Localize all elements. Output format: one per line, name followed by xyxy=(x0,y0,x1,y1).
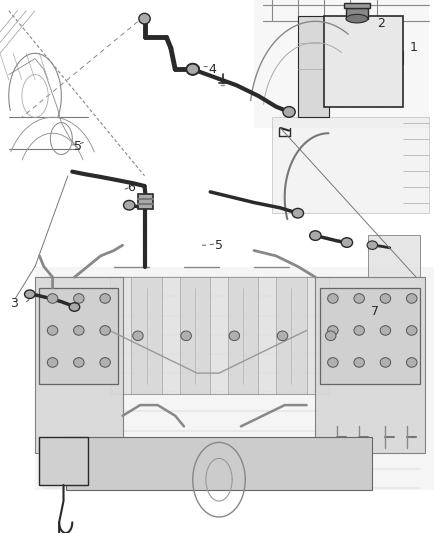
Ellipse shape xyxy=(47,294,58,303)
Ellipse shape xyxy=(100,358,110,367)
Polygon shape xyxy=(315,277,425,453)
Polygon shape xyxy=(228,277,258,394)
Ellipse shape xyxy=(367,241,378,249)
Polygon shape xyxy=(368,235,420,277)
Text: 6: 6 xyxy=(127,181,135,194)
Ellipse shape xyxy=(74,294,84,303)
Ellipse shape xyxy=(47,358,58,367)
Ellipse shape xyxy=(354,358,364,367)
Ellipse shape xyxy=(283,107,295,117)
Ellipse shape xyxy=(69,303,80,311)
Ellipse shape xyxy=(139,13,150,24)
Ellipse shape xyxy=(133,331,143,341)
Ellipse shape xyxy=(124,200,135,210)
Polygon shape xyxy=(35,277,123,453)
Ellipse shape xyxy=(277,331,288,341)
Ellipse shape xyxy=(186,63,199,75)
Ellipse shape xyxy=(354,294,364,303)
Polygon shape xyxy=(131,277,162,394)
Ellipse shape xyxy=(341,238,353,247)
Ellipse shape xyxy=(292,208,304,218)
Ellipse shape xyxy=(380,358,391,367)
Ellipse shape xyxy=(100,294,110,303)
Polygon shape xyxy=(320,288,420,384)
Polygon shape xyxy=(180,277,210,394)
Ellipse shape xyxy=(328,358,338,367)
Polygon shape xyxy=(344,3,370,8)
Ellipse shape xyxy=(310,231,321,240)
Text: 5: 5 xyxy=(215,239,223,252)
Text: 3: 3 xyxy=(10,297,18,310)
Ellipse shape xyxy=(346,14,368,23)
Polygon shape xyxy=(110,277,328,394)
Polygon shape xyxy=(346,8,368,19)
Polygon shape xyxy=(138,194,153,209)
Ellipse shape xyxy=(25,290,35,298)
Polygon shape xyxy=(39,288,118,384)
Ellipse shape xyxy=(229,331,240,341)
Ellipse shape xyxy=(406,326,417,335)
Ellipse shape xyxy=(47,326,58,335)
Polygon shape xyxy=(272,117,429,213)
Text: 4: 4 xyxy=(208,63,216,76)
Ellipse shape xyxy=(380,294,391,303)
Ellipse shape xyxy=(328,326,338,335)
Text: 7: 7 xyxy=(371,305,379,318)
Polygon shape xyxy=(298,16,328,117)
Polygon shape xyxy=(276,277,307,394)
Ellipse shape xyxy=(380,326,391,335)
Ellipse shape xyxy=(100,326,110,335)
Text: 2: 2 xyxy=(377,18,385,30)
Ellipse shape xyxy=(74,326,84,335)
Ellipse shape xyxy=(325,331,336,341)
Ellipse shape xyxy=(328,294,338,303)
Ellipse shape xyxy=(354,326,364,335)
Ellipse shape xyxy=(187,64,199,75)
Ellipse shape xyxy=(406,358,417,367)
Polygon shape xyxy=(324,16,403,107)
Ellipse shape xyxy=(406,294,417,303)
Polygon shape xyxy=(254,0,429,128)
Ellipse shape xyxy=(181,331,191,341)
Polygon shape xyxy=(66,437,372,490)
Polygon shape xyxy=(39,437,88,485)
Text: 1: 1 xyxy=(410,42,417,54)
Text: 5: 5 xyxy=(74,140,81,153)
Ellipse shape xyxy=(74,358,84,367)
Polygon shape xyxy=(35,266,434,490)
